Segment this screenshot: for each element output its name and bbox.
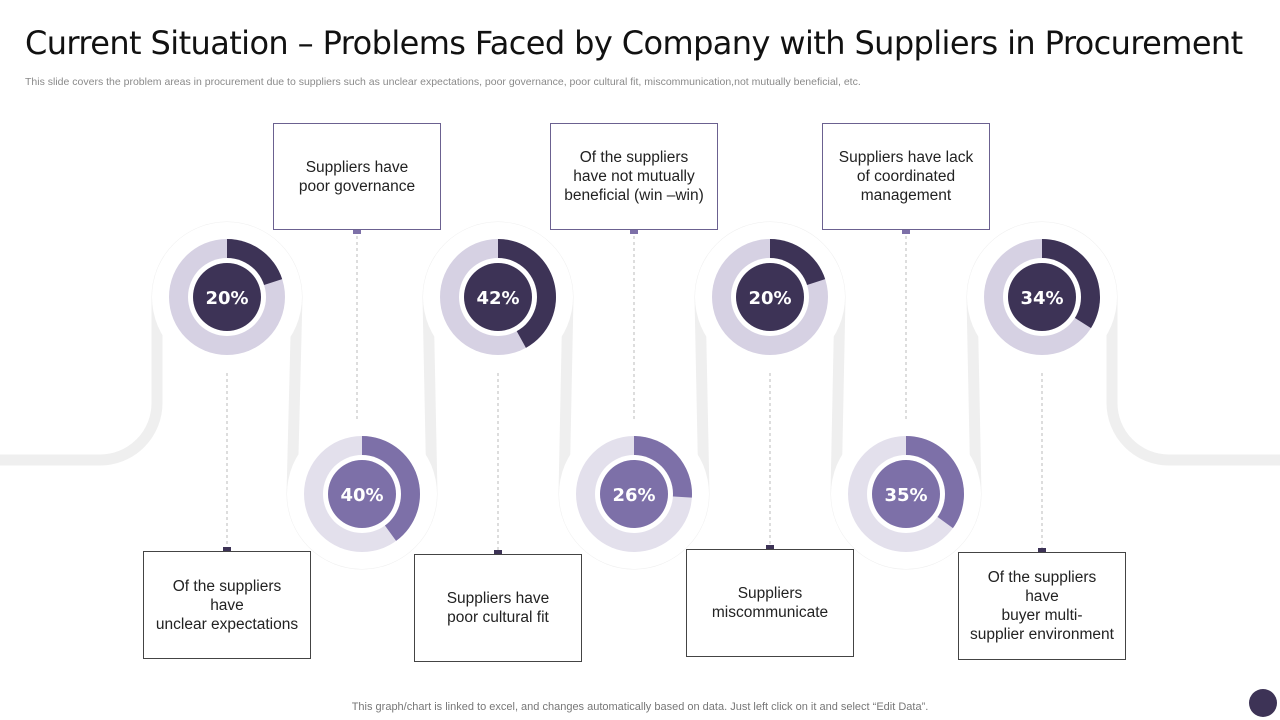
donut-center xyxy=(736,263,804,331)
label-box-miscommunicate[interactable]: Suppliers miscommunicate xyxy=(686,549,854,657)
donut-value-label: 40% xyxy=(340,485,383,506)
donut-center xyxy=(328,460,396,528)
donut-value-label: 34% xyxy=(1020,288,1063,309)
label-box-unclear-expectations[interactable]: Of the suppliers have unclear expectatio… xyxy=(143,551,311,659)
corner-dot xyxy=(1249,689,1277,717)
donut-center xyxy=(464,263,532,331)
connector-marker xyxy=(902,226,910,234)
donut-value-label: 35% xyxy=(884,485,927,506)
label-box-poor-governance[interactable]: Suppliers have poor governance xyxy=(273,123,441,230)
label-box-multi-supplier-environment[interactable]: Of the suppliers have buyer multi- suppl… xyxy=(958,552,1126,660)
label-box-not-mutually-beneficial[interactable]: Of the suppliers have not mutually benef… xyxy=(550,123,718,230)
label-box-poor-cultural-fit[interactable]: Suppliers have poor cultural fit xyxy=(414,554,582,662)
connectors xyxy=(223,226,1046,558)
donut-7[interactable]: 34% xyxy=(967,222,1117,372)
footer-note: This graph/chart is linked to excel, and… xyxy=(351,701,929,713)
connector-marker xyxy=(353,226,361,234)
donut-center xyxy=(193,263,261,331)
donut-value-label: 26% xyxy=(612,485,655,506)
page-title: Current Situation – Problems Faced by Co… xyxy=(25,24,1243,62)
donut-value-label: 20% xyxy=(748,288,791,309)
donut-center xyxy=(600,460,668,528)
donut-2[interactable]: 40% xyxy=(287,419,437,569)
connector-marker xyxy=(630,226,638,234)
donut-4[interactable]: 26% xyxy=(559,419,709,569)
donut-value-label: 42% xyxy=(476,288,519,309)
donut-1[interactable]: 20% xyxy=(152,222,302,372)
donut-value-label: 20% xyxy=(205,288,248,309)
donut-center xyxy=(1008,263,1076,331)
donut-center xyxy=(872,460,940,528)
donut-6[interactable]: 35% xyxy=(831,419,981,569)
donut-3[interactable]: 42% xyxy=(423,222,573,372)
donut-5[interactable]: 20% xyxy=(695,222,845,372)
label-box-lack-coordinated-management[interactable]: Suppliers have lack of coordinated manag… xyxy=(822,123,990,230)
page-subtitle: This slide covers the problem areas in p… xyxy=(25,76,861,88)
donuts: 20% 40% 42% 26% 20% 35% 34% xyxy=(152,222,1117,569)
